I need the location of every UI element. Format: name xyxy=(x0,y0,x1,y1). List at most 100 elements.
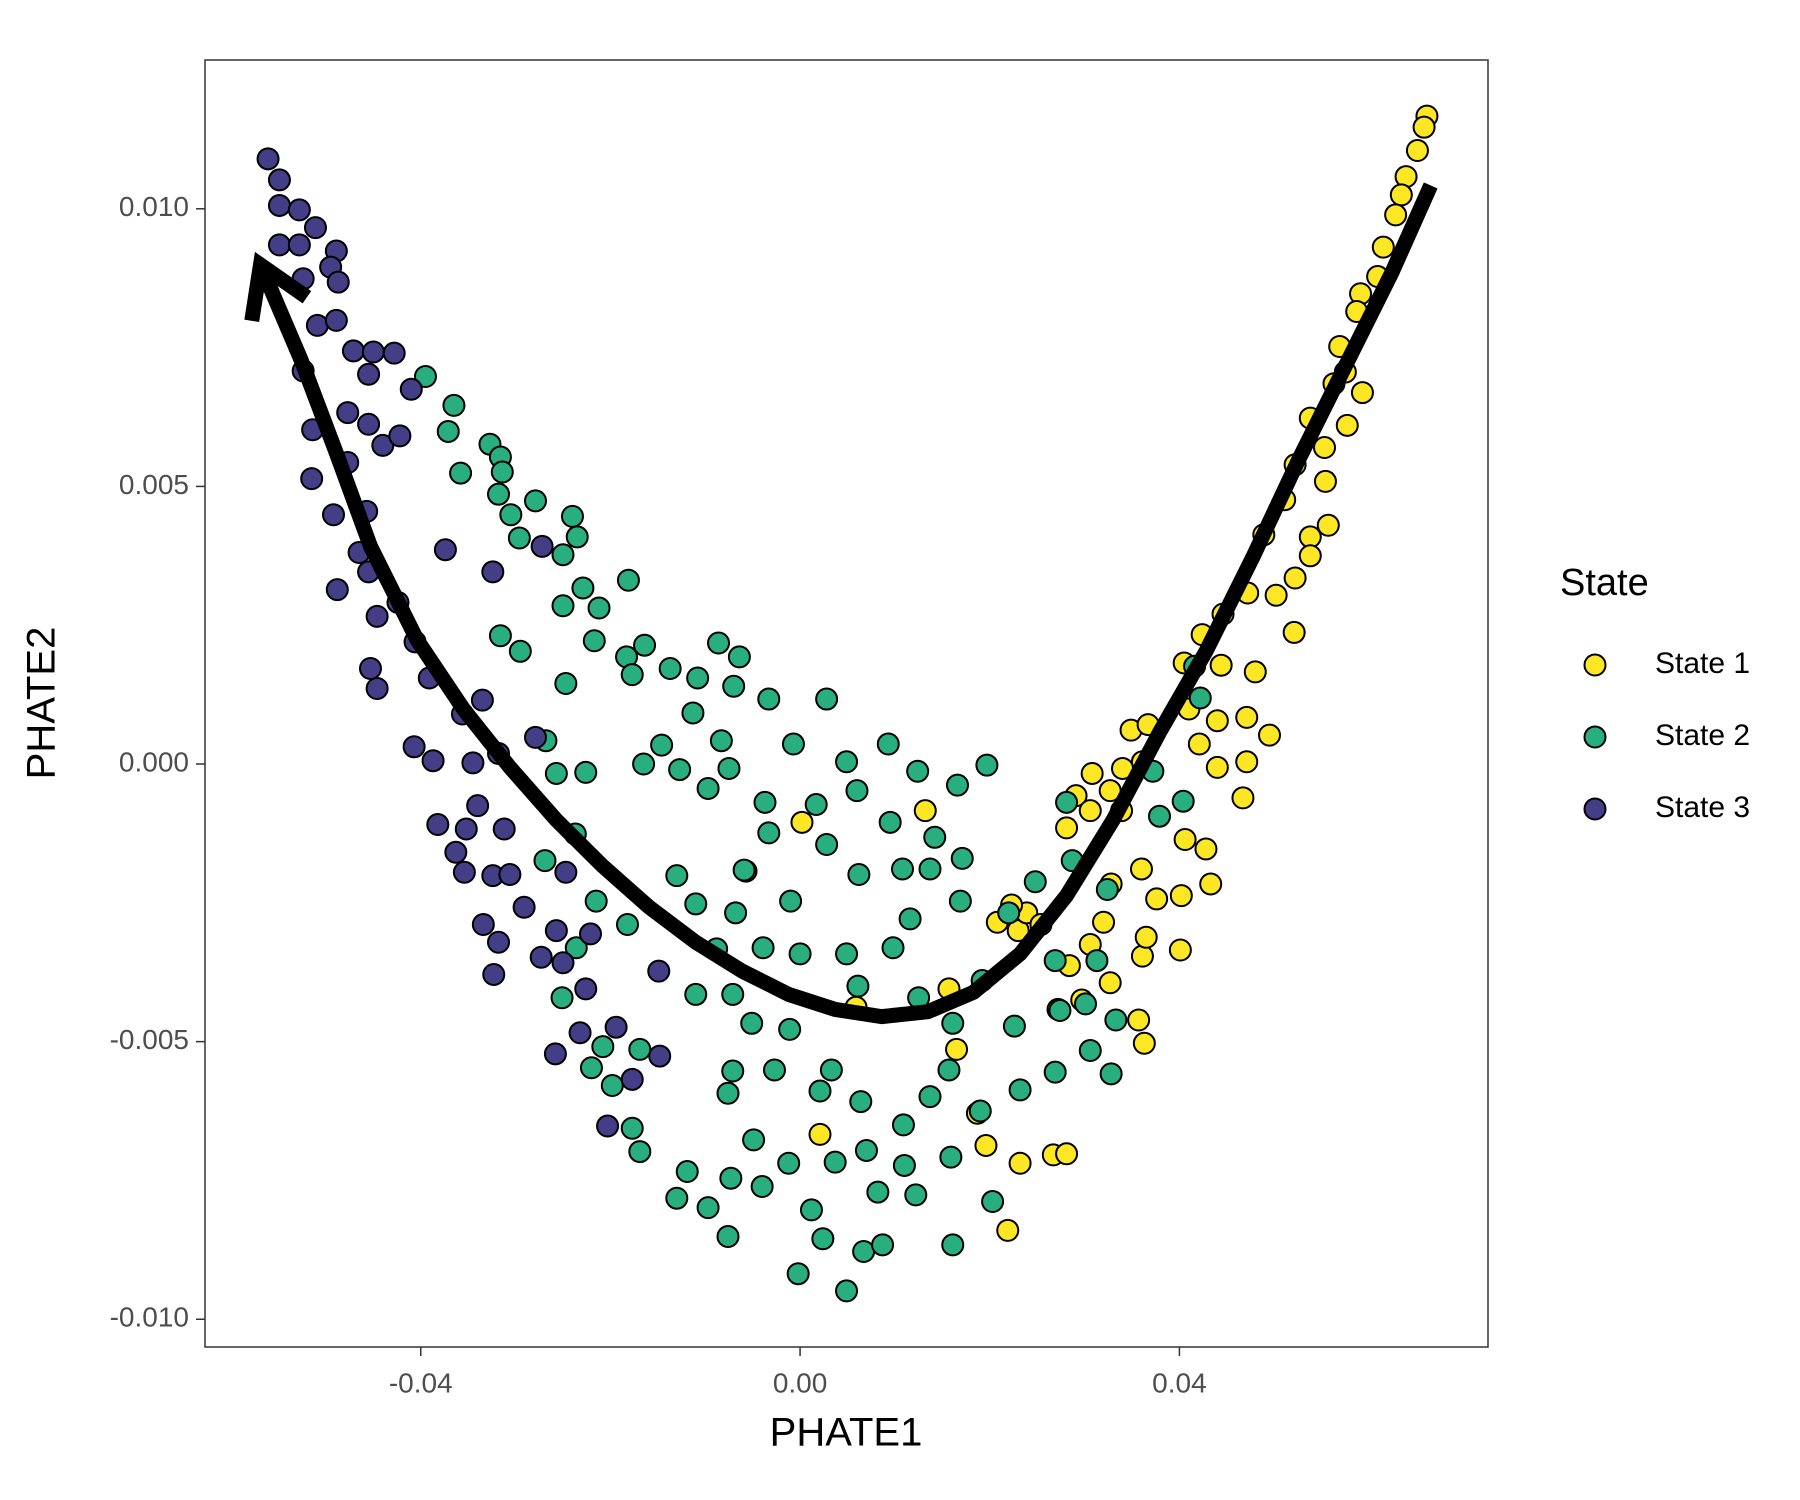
point xyxy=(596,1114,620,1138)
point xyxy=(779,889,803,913)
point xyxy=(740,1011,764,1035)
point xyxy=(757,687,781,711)
legend-label: State 2 xyxy=(1655,719,1750,752)
point xyxy=(256,147,280,171)
point xyxy=(716,1081,740,1105)
point xyxy=(544,919,568,943)
point xyxy=(287,233,311,257)
point xyxy=(866,1180,890,1204)
point xyxy=(1169,884,1193,908)
point xyxy=(650,733,674,757)
point xyxy=(584,889,608,913)
panel-border xyxy=(204,59,1489,1348)
point xyxy=(574,977,598,1001)
legend-label: State 3 xyxy=(1655,791,1750,824)
point xyxy=(804,793,828,817)
point xyxy=(1132,1031,1156,1055)
point xyxy=(543,1042,567,1066)
point xyxy=(487,482,511,506)
point xyxy=(786,1262,810,1286)
point xyxy=(684,892,708,916)
point xyxy=(461,751,485,775)
point xyxy=(1023,870,1047,894)
point xyxy=(892,1153,916,1177)
point xyxy=(321,503,345,527)
point xyxy=(815,687,839,711)
point xyxy=(890,857,914,881)
point xyxy=(1129,857,1153,881)
point xyxy=(724,901,748,925)
point xyxy=(1078,799,1102,823)
point xyxy=(305,313,329,337)
point xyxy=(357,412,381,436)
y-tick-label: 0.000 xyxy=(119,746,189,777)
point xyxy=(732,858,756,882)
point xyxy=(1145,887,1169,911)
point xyxy=(620,1116,644,1140)
point xyxy=(906,759,930,783)
point xyxy=(591,1035,615,1059)
point xyxy=(742,1128,766,1152)
point xyxy=(449,461,473,485)
point xyxy=(267,233,291,257)
point xyxy=(1074,992,1098,1016)
y-tick-label: 0.010 xyxy=(119,191,189,222)
point xyxy=(923,825,947,849)
point xyxy=(490,460,514,484)
point xyxy=(835,942,859,966)
point xyxy=(847,863,871,887)
point xyxy=(876,732,900,756)
point xyxy=(357,362,381,386)
point xyxy=(523,725,547,749)
point xyxy=(1412,115,1436,139)
point xyxy=(1350,381,1374,405)
y-tick-label: -0.010 xyxy=(110,1302,189,1333)
point xyxy=(891,1113,915,1137)
point xyxy=(975,753,999,777)
point xyxy=(904,1183,928,1207)
point xyxy=(303,216,327,240)
point xyxy=(482,962,506,986)
point xyxy=(358,657,382,681)
point xyxy=(466,794,490,818)
legend-title: State xyxy=(1560,562,1649,604)
point xyxy=(361,340,385,364)
point xyxy=(658,657,682,681)
point xyxy=(402,735,426,759)
point xyxy=(470,688,494,712)
point xyxy=(1130,944,1154,968)
point xyxy=(551,543,575,567)
point xyxy=(444,840,468,864)
point xyxy=(471,912,495,936)
y-tick-label: 0.005 xyxy=(119,469,189,500)
point xyxy=(544,761,568,785)
point xyxy=(564,936,588,960)
point xyxy=(1168,938,1192,962)
point xyxy=(681,701,705,725)
point xyxy=(684,982,708,1006)
point xyxy=(1002,1014,1026,1038)
point xyxy=(433,538,457,562)
point xyxy=(1264,583,1288,607)
point xyxy=(533,849,557,873)
point xyxy=(632,752,656,776)
point xyxy=(1371,235,1395,259)
point xyxy=(326,270,350,294)
point xyxy=(498,863,522,887)
point xyxy=(762,1058,786,1082)
point xyxy=(481,560,505,584)
point xyxy=(1298,544,1322,568)
point xyxy=(846,974,870,998)
point xyxy=(300,467,324,491)
point xyxy=(1078,1039,1102,1063)
point xyxy=(948,889,972,913)
point xyxy=(799,1198,823,1222)
x-tick-label: 0.04 xyxy=(1152,1367,1207,1398)
point xyxy=(852,1240,876,1264)
point xyxy=(815,833,839,857)
point xyxy=(647,959,671,983)
point xyxy=(811,1227,835,1251)
point xyxy=(686,666,710,690)
point xyxy=(508,639,532,663)
